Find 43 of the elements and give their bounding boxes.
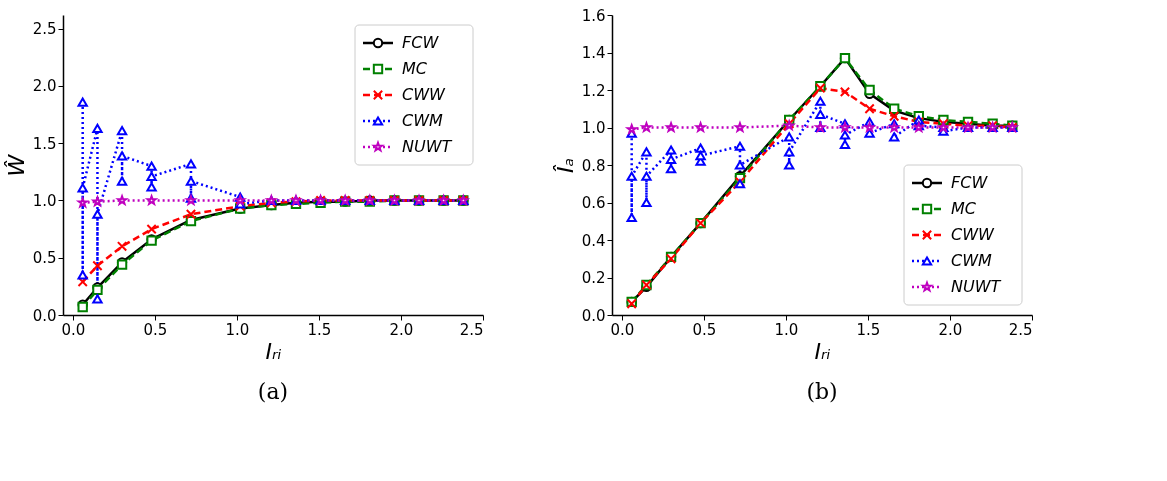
x-tick-label: 2.5 xyxy=(1008,320,1033,339)
x-tick-label: 0.0 xyxy=(61,320,86,339)
legend-label: CWW xyxy=(402,85,446,104)
y-tick-label: 0.5 xyxy=(32,249,57,268)
y-tick-label: 1.2 xyxy=(581,81,606,100)
text: (b) xyxy=(806,379,838,404)
y-axis-title: Îₐ xyxy=(552,157,578,174)
x-tick-label: 2.0 xyxy=(938,320,963,339)
y-tick-label: 1.4 xyxy=(581,44,606,62)
y-tick-label: 0.8 xyxy=(581,156,606,175)
legend-label: CWW xyxy=(951,225,995,244)
y-tick-label: 0.4 xyxy=(581,231,606,250)
x-tick-label: 1.5 xyxy=(856,320,881,339)
x-tick-label: 2.0 xyxy=(389,320,414,339)
x-tick-label: 0.5 xyxy=(692,320,717,339)
y-tick-label: 0.0 xyxy=(32,306,57,325)
legend-label: CWM xyxy=(402,111,443,130)
legend-label: FCW xyxy=(951,173,989,192)
x-axis-title: Iᵣᵢ xyxy=(265,338,282,364)
x-tick-label: 2.5 xyxy=(459,320,484,339)
y-tick-label: 2.5 xyxy=(32,20,57,39)
legend-label: MC xyxy=(402,59,428,78)
legend-label: NUWT xyxy=(402,137,453,156)
y-tick-label: 2.0 xyxy=(32,77,57,96)
y-tick-label: 1.6 xyxy=(581,6,606,25)
text: (a) xyxy=(257,379,289,404)
y-tick-label: 0.2 xyxy=(581,269,606,287)
legend-label: MC xyxy=(951,199,977,218)
x-axis-title: Iᵣᵢ xyxy=(814,338,831,364)
y-tick-label: 0.6 xyxy=(581,194,606,212)
x-tick-label: 1.0 xyxy=(225,320,250,339)
y-tick-label: 1.5 xyxy=(32,134,57,153)
x-tick-label: 1.5 xyxy=(307,320,332,339)
legend-label: FCW xyxy=(402,33,440,52)
x-tick-label: 0.0 xyxy=(610,320,635,339)
legend-label: NUWT xyxy=(951,277,1002,296)
y-tick-label: 1.0 xyxy=(581,119,606,137)
y-tick-label: 1.0 xyxy=(32,192,57,210)
x-tick-label: 0.5 xyxy=(143,320,168,339)
y-axis-title: Ŵ xyxy=(3,153,29,177)
legend-label: CWM xyxy=(951,251,992,270)
y-tick-label: 0.0 xyxy=(581,306,606,325)
x-tick-label: 1.0 xyxy=(774,320,799,339)
